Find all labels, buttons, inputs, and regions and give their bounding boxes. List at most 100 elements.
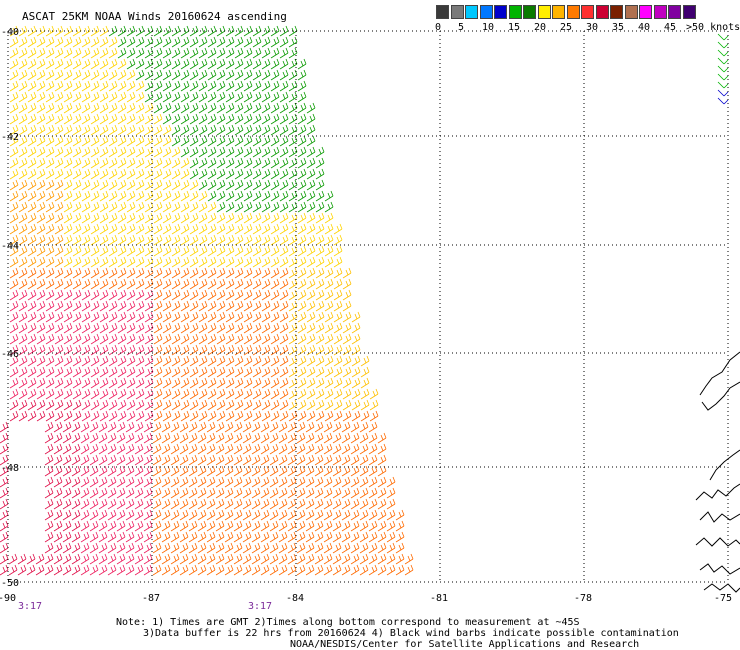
wind-barb bbox=[197, 564, 207, 576]
wind-barb bbox=[63, 80, 73, 92]
wind-barb bbox=[53, 553, 63, 565]
wind-barb bbox=[188, 542, 198, 554]
wind-barb bbox=[45, 399, 55, 411]
wind-barb bbox=[36, 124, 46, 136]
latitude-label: -48 bbox=[1, 463, 19, 474]
wind-barb bbox=[386, 498, 396, 510]
wind-barb bbox=[207, 190, 217, 202]
wind-barb bbox=[207, 36, 217, 48]
wind-barb bbox=[171, 201, 181, 213]
wind-barb bbox=[270, 47, 280, 59]
wind-barb bbox=[386, 553, 396, 565]
wind-barb bbox=[216, 80, 226, 92]
wind-barb bbox=[153, 80, 163, 92]
wind-barb bbox=[189, 212, 199, 224]
wind-barb bbox=[99, 377, 109, 389]
wind-barb bbox=[260, 487, 270, 499]
wind-barb bbox=[161, 421, 171, 433]
wind-barb bbox=[234, 234, 244, 246]
wind-barb bbox=[717, 89, 729, 97]
wind-barb bbox=[324, 333, 334, 345]
wind-barb bbox=[135, 267, 145, 279]
wind-barb bbox=[242, 465, 252, 477]
wind-barb bbox=[270, 80, 280, 92]
wind-barb bbox=[72, 58, 82, 70]
wind-barb bbox=[342, 399, 352, 411]
wind-barb bbox=[45, 36, 55, 48]
wind-barb bbox=[126, 47, 136, 59]
wind-barb bbox=[351, 311, 361, 323]
wind-barb bbox=[45, 157, 55, 169]
wind-barb bbox=[260, 421, 270, 433]
wind-barb bbox=[135, 168, 145, 180]
wind-barb bbox=[198, 399, 208, 411]
wind-barb bbox=[207, 311, 217, 323]
wind-barb bbox=[18, 47, 28, 59]
wind-barb bbox=[162, 36, 172, 48]
wind-barb bbox=[234, 80, 244, 92]
wind-barb bbox=[89, 542, 99, 554]
wind-barb bbox=[297, 91, 307, 103]
wind-barb bbox=[324, 278, 334, 290]
wind-barb bbox=[161, 432, 171, 444]
wind-barb bbox=[63, 102, 73, 114]
wind-barb bbox=[297, 234, 307, 246]
wind-barb bbox=[99, 91, 109, 103]
wind-barb bbox=[243, 399, 253, 411]
wind-barb bbox=[63, 322, 73, 334]
wind-barb bbox=[216, 322, 226, 334]
wind-barb bbox=[54, 355, 64, 367]
wind-barb bbox=[81, 366, 91, 378]
wind-barb bbox=[332, 465, 342, 477]
wind-barb bbox=[243, 157, 253, 169]
wind-barb bbox=[99, 278, 109, 290]
wind-barb bbox=[215, 432, 225, 444]
wind-barb bbox=[359, 498, 369, 510]
wind-barb bbox=[207, 256, 217, 268]
wind-barb bbox=[63, 256, 73, 268]
wind-barb bbox=[252, 190, 262, 202]
wind-barb bbox=[216, 124, 226, 136]
wind-barb bbox=[126, 135, 136, 147]
wind-barb bbox=[242, 564, 252, 576]
wind-barb bbox=[81, 399, 91, 411]
wind-barb bbox=[180, 333, 190, 345]
time-label-center: 3:17 bbox=[248, 601, 273, 612]
wind-barb bbox=[180, 223, 190, 235]
wind-barb bbox=[233, 476, 243, 488]
wind-barb bbox=[27, 113, 37, 125]
wind-barb bbox=[261, 102, 271, 114]
wind-barb bbox=[252, 80, 262, 92]
wind-barb bbox=[27, 102, 37, 114]
wind-barb bbox=[117, 410, 127, 422]
wind-barb bbox=[306, 234, 316, 246]
wind-barb bbox=[36, 135, 46, 147]
wind-barb bbox=[153, 234, 163, 246]
wind-barb bbox=[179, 421, 189, 433]
wind-barb bbox=[27, 234, 37, 246]
wind-barb bbox=[323, 553, 333, 565]
wind-barb bbox=[224, 531, 234, 543]
wind-barb bbox=[117, 223, 127, 235]
wind-barb bbox=[99, 267, 109, 279]
legend-swatch bbox=[465, 5, 478, 19]
wind-barb bbox=[53, 476, 63, 488]
wind-barb bbox=[80, 553, 90, 565]
wind-barb bbox=[144, 212, 154, 224]
wind-barb bbox=[71, 454, 81, 466]
wind-barb bbox=[717, 49, 729, 57]
wind-barb bbox=[54, 212, 64, 224]
wind-barb bbox=[0, 432, 9, 444]
wind-barb bbox=[279, 267, 289, 279]
wind-barb bbox=[54, 36, 64, 48]
wind-barb bbox=[143, 542, 153, 554]
wind-barb bbox=[161, 509, 171, 521]
wind-barb bbox=[180, 113, 190, 125]
wind-barb bbox=[216, 245, 226, 257]
wind-barb bbox=[243, 58, 253, 70]
wind-barb bbox=[351, 410, 361, 422]
wind-barb bbox=[135, 36, 145, 48]
wind-barb bbox=[296, 432, 306, 444]
wind-barb bbox=[179, 564, 189, 576]
wind-barb bbox=[126, 300, 136, 312]
